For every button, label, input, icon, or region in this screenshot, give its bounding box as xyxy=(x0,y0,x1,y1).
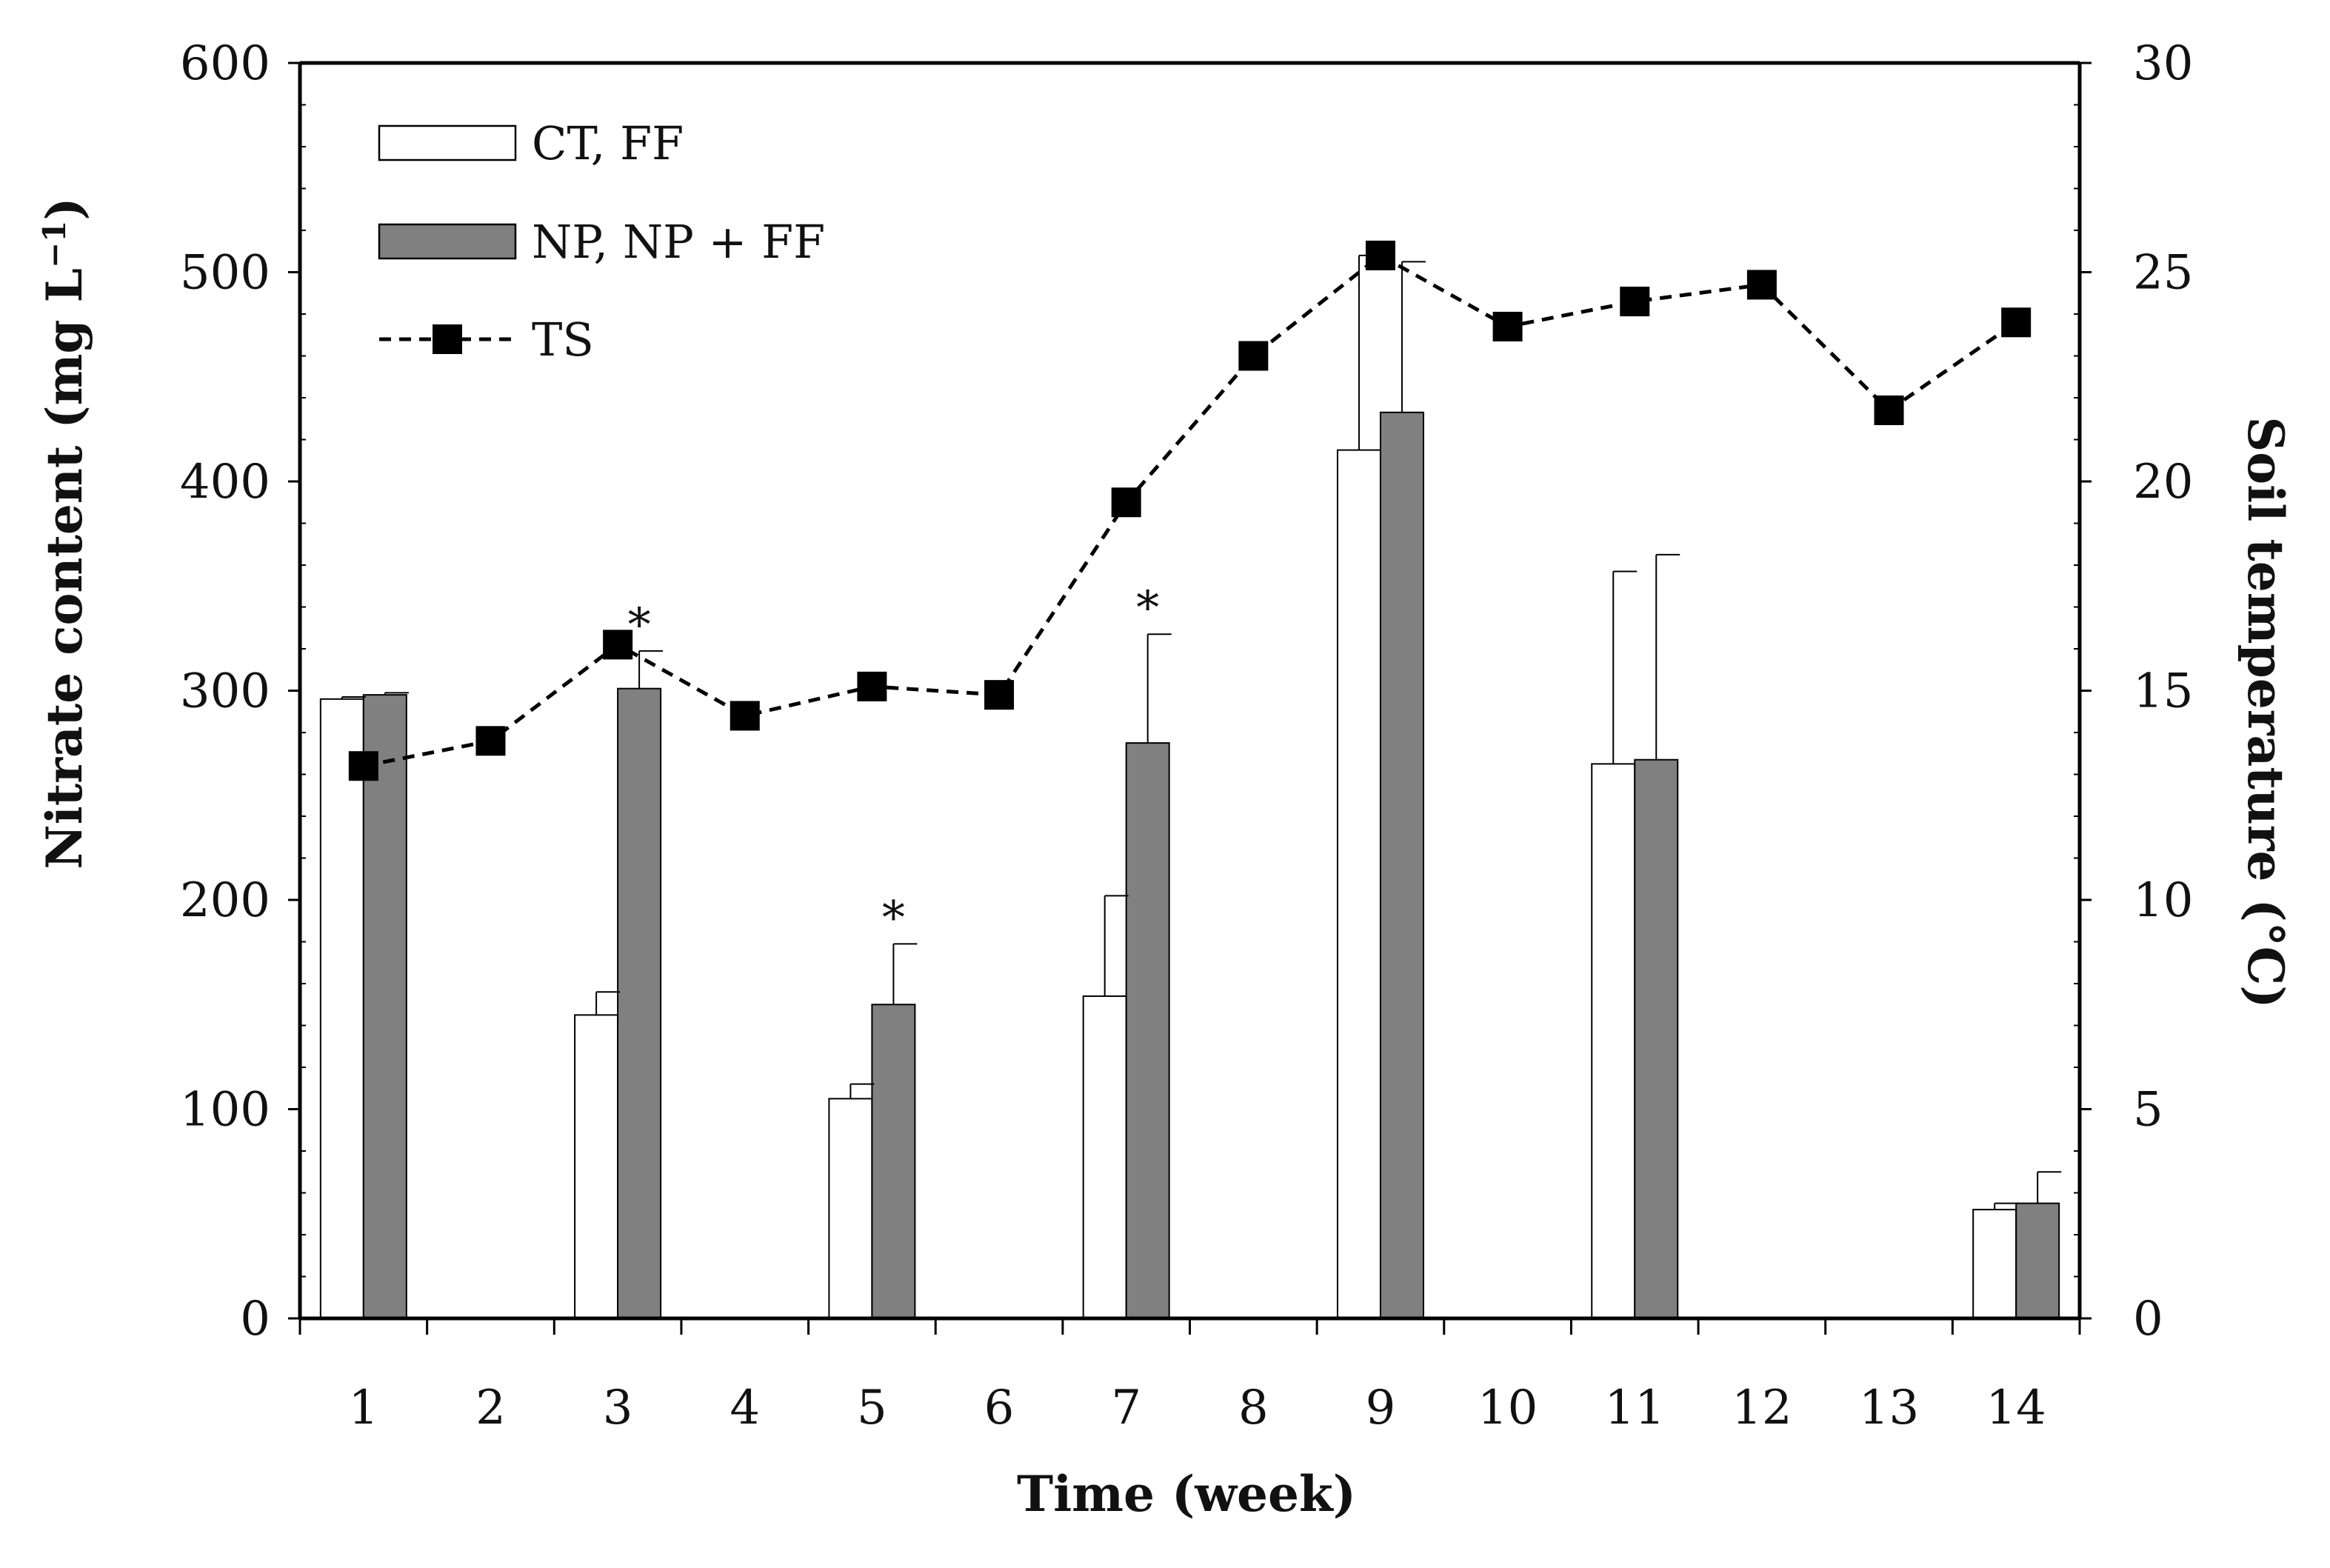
y2-tick-label-25: 25 xyxy=(2133,246,2193,301)
y2-tick-label-5: 5 xyxy=(2133,1083,2163,1138)
temperature-marker-week-9 xyxy=(1365,240,1395,270)
bar-ct-ff-week-9 xyxy=(1336,449,1381,1319)
temperature-marker-week-12 xyxy=(1746,270,1777,300)
bar-ct-ff-week-7 xyxy=(1082,995,1127,1319)
x-tick-label-1: 1 xyxy=(348,1381,378,1435)
x-tick-label-12: 12 xyxy=(1732,1381,1792,1435)
temperature-marker-week-1 xyxy=(348,751,378,781)
x-tick-label-5: 5 xyxy=(857,1381,887,1435)
y2-tick-label-30: 30 xyxy=(2133,36,2193,91)
y2-axis-title: Soil temperature (°C) xyxy=(2237,417,2294,1009)
x-tick-label-3: 3 xyxy=(603,1381,633,1435)
bar-ct-ff-week-1 xyxy=(319,698,364,1319)
bar-ct-ff-week-14 xyxy=(1972,1209,2017,1319)
temperature-marker-week-8 xyxy=(1238,341,1269,371)
y2-tick-label-10: 10 xyxy=(2133,873,2193,928)
temperature-marker-week-10 xyxy=(1492,311,1523,341)
y-tick-label-300: 300 xyxy=(180,664,270,719)
temperature-marker-week-13 xyxy=(1874,395,1904,425)
bar-np-np-ff-week-7 xyxy=(1125,742,1170,1319)
x-tick-label-8: 8 xyxy=(1238,1381,1269,1435)
bar-ct-ff-week-11 xyxy=(1591,763,1636,1319)
x-axis-title: Time (week) xyxy=(1017,1465,1356,1523)
temperature-marker-week-2 xyxy=(475,726,506,756)
temperature-marker-week-4 xyxy=(730,701,760,731)
y-tick-label-0: 0 xyxy=(240,1292,270,1347)
legend-marker-ts xyxy=(433,324,462,354)
x-tick-label-14: 14 xyxy=(1986,1381,2046,1435)
y-tick-label-100: 100 xyxy=(180,1083,270,1138)
y-tick-label-400: 400 xyxy=(180,455,270,510)
temperature-line xyxy=(363,253,2017,768)
bar-ct-ff-week-5 xyxy=(828,1098,873,1319)
x-tick-label-13: 13 xyxy=(1859,1381,1919,1435)
legend-swatch-np-np-ff xyxy=(378,223,517,260)
temperature-line-layer xyxy=(348,240,2032,781)
y-tick-label-200: 200 xyxy=(180,873,270,928)
x-tick-label-7: 7 xyxy=(1111,1381,1141,1435)
temperature-marker-week-14 xyxy=(2001,307,2032,338)
y-axis-title-superscript: −1 xyxy=(36,221,73,268)
bar-np-np-ff-week-1 xyxy=(362,694,407,1319)
legend-label-np-np-ff: NP, NP + FF xyxy=(532,215,825,269)
y-axis-title: Nitrate content (mg L−1) xyxy=(36,197,93,869)
y-axis-title-main: Nitrate content (mg L xyxy=(36,268,93,870)
x-tick-label-2: 2 xyxy=(475,1381,506,1435)
bar-np-np-ff-week-5 xyxy=(871,1004,916,1319)
x-tick-label-11: 11 xyxy=(1605,1381,1665,1435)
x-tick-label-4: 4 xyxy=(730,1381,760,1435)
temperature-marker-week-11 xyxy=(1620,287,1650,317)
legend-label-ts: TS xyxy=(532,313,594,367)
bar-np-np-ff-week-11 xyxy=(1634,758,1679,1319)
legend-swatch-ct-ff xyxy=(378,124,517,161)
error-bars-layer: *** xyxy=(341,254,2062,1210)
bar-ct-ff-week-3 xyxy=(574,1014,619,1319)
y-tick-label-500: 500 xyxy=(180,246,270,301)
legend-layer xyxy=(378,124,517,354)
y-axis-title-close: ) xyxy=(36,197,93,220)
temperature-marker-week-3 xyxy=(603,630,633,660)
temperature-marker-week-6 xyxy=(984,680,1015,710)
bar-np-np-ff-week-9 xyxy=(1379,411,1424,1319)
x-tick-label-6: 6 xyxy=(984,1381,1015,1435)
bars-layer xyxy=(319,411,2060,1319)
temperature-marker-week-7 xyxy=(1111,487,1141,518)
x-tick-label-9: 9 xyxy=(1366,1381,1396,1435)
bar-np-np-ff-week-14 xyxy=(2015,1202,2060,1319)
bar-np-np-ff-week-3 xyxy=(617,687,662,1319)
y2-tick-label-20: 20 xyxy=(2133,455,2193,510)
y2-tick-label-0: 0 xyxy=(2133,1292,2163,1347)
y-tick-label-600: 600 xyxy=(180,36,270,91)
legend-label-ct-ff: CT, FF xyxy=(532,116,684,170)
significance-star-week-5: * xyxy=(882,890,905,944)
x-tick-label-10: 10 xyxy=(1478,1381,1538,1435)
y2-tick-label-15: 15 xyxy=(2133,664,2193,719)
significance-star-week-7: * xyxy=(1136,581,1159,635)
temperature-marker-week-5 xyxy=(857,671,887,701)
